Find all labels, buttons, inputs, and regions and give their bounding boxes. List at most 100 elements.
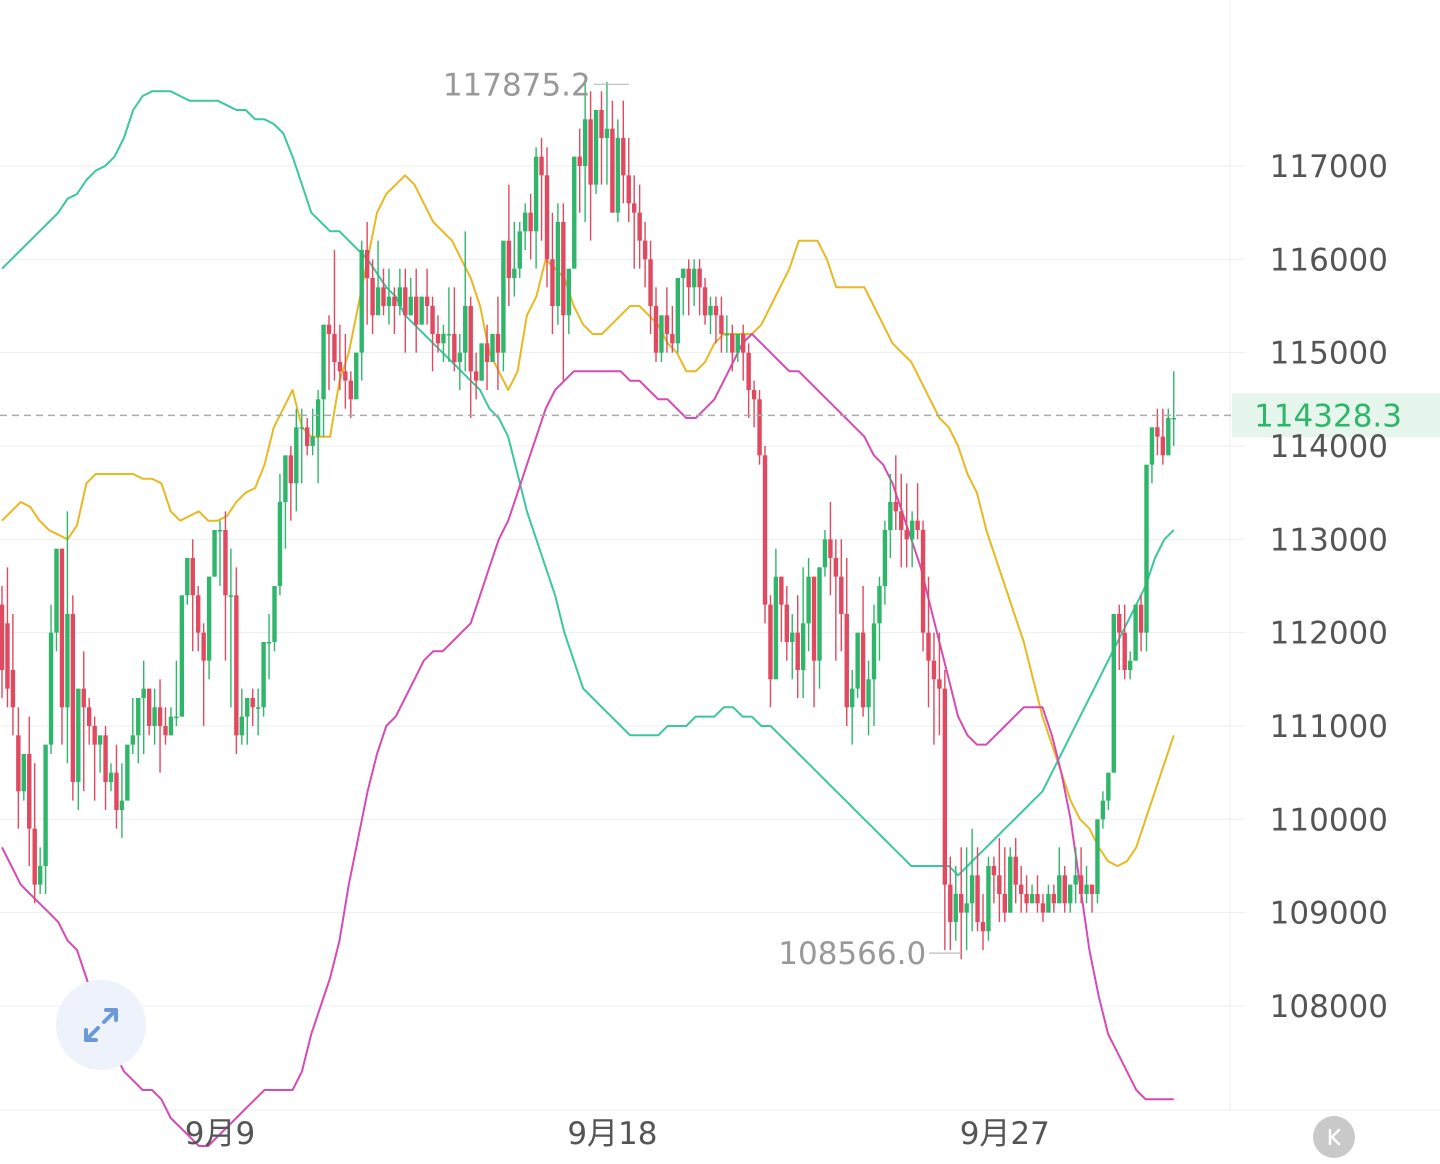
- candle-down: [146, 688, 152, 736]
- candle-down: [653, 287, 659, 362]
- candle-body: [855, 632, 860, 689]
- candle-body: [621, 138, 626, 176]
- candle-down: [0, 585, 5, 698]
- candle-down: [87, 697, 92, 745]
- candle-up: [888, 473, 893, 558]
- candle-body: [980, 921, 986, 932]
- candle-body: [751, 389, 757, 400]
- candle-up: [299, 408, 304, 484]
- candle-body: [441, 333, 446, 344]
- candle-up: [408, 277, 413, 316]
- candle-body: [375, 287, 381, 316]
- candle-body: [1073, 875, 1078, 885]
- candle-down: [1138, 595, 1144, 652]
- candle-body: [730, 333, 735, 353]
- candle-down: [392, 287, 397, 334]
- candle-up: [604, 82, 610, 185]
- candle-body: [234, 595, 239, 736]
- candle-down: [686, 259, 691, 316]
- candle-up: [882, 520, 888, 605]
- candle-down: [839, 539, 844, 652]
- collapse-button[interactable]: [1313, 1116, 1355, 1158]
- candle-body: [926, 632, 931, 661]
- candle-body: [899, 511, 904, 530]
- y-tick-label: 113000: [1270, 522, 1388, 558]
- candle-body: [283, 455, 288, 502]
- candle-body: [97, 735, 103, 745]
- candle-body: [800, 623, 806, 670]
- candle-body: [735, 333, 740, 353]
- candle-body: [190, 557, 195, 596]
- candle-down: [1122, 604, 1127, 680]
- candle-down: [757, 389, 762, 465]
- candle-body: [125, 744, 130, 801]
- candle-body: [424, 296, 430, 306]
- y-tick-label: 116000: [1270, 242, 1388, 278]
- candle-body: [152, 707, 157, 726]
- candle-body: [948, 884, 953, 922]
- candle-up: [217, 520, 223, 586]
- candle-body: [1127, 660, 1133, 670]
- candle-body: [533, 156, 539, 232]
- candle-body: [741, 333, 746, 353]
- candle-body: [882, 529, 888, 586]
- candle-body: [653, 305, 659, 353]
- candle-body: [991, 865, 997, 876]
- candle-body: [746, 352, 751, 390]
- candle-down: [991, 856, 997, 904]
- candle-body: [942, 688, 948, 885]
- candle-body: [828, 539, 833, 558]
- candle-body: [604, 128, 610, 139]
- candle-up: [1171, 371, 1176, 446]
- candle-up: [479, 343, 484, 381]
- candle-up: [255, 688, 261, 736]
- x-tick-label: 9月18: [567, 1116, 657, 1152]
- candle-body: [582, 119, 588, 166]
- expand-button[interactable]: [56, 980, 146, 1070]
- candle-body: [463, 305, 468, 353]
- candle-down: [997, 837, 1002, 922]
- candle-body: [479, 343, 484, 381]
- candle-body: [593, 110, 599, 185]
- candle-down: [948, 856, 953, 950]
- candle-body: [1008, 856, 1013, 913]
- candle-body: [1144, 464, 1149, 633]
- candle-body: [81, 688, 86, 708]
- lower-band-line: [1, 333, 1174, 1147]
- candle-body: [1035, 893, 1040, 904]
- candle-body: [76, 688, 81, 782]
- candle-body: [1133, 604, 1138, 661]
- candle-body: [768, 604, 773, 680]
- candle-down: [931, 632, 937, 745]
- candle-down: [201, 623, 206, 726]
- candle-down: [621, 100, 626, 204]
- candle-body: [909, 520, 915, 540]
- candle-body: [1117, 613, 1122, 633]
- bollinger-bands: [1, 90, 1175, 1147]
- candle-up: [953, 865, 958, 941]
- candle-up: [283, 455, 288, 549]
- candle-body: [87, 707, 92, 726]
- candle-up: [315, 389, 321, 484]
- candle-up: [490, 333, 495, 362]
- candle-down: [1040, 893, 1046, 922]
- candle-up: [228, 548, 234, 708]
- candle-down: [599, 91, 604, 185]
- candle-down: [114, 744, 119, 829]
- candle-body: [321, 324, 326, 400]
- candle-body: [146, 688, 152, 726]
- candle-body: [642, 240, 648, 260]
- candle-body: [931, 660, 937, 680]
- candle-body: [860, 632, 866, 708]
- candle-down: [495, 296, 501, 390]
- candle-down: [452, 287, 457, 372]
- candle-body: [348, 380, 353, 400]
- candle-body: [1089, 884, 1095, 894]
- candle-up: [397, 268, 403, 316]
- candle-down: [768, 595, 773, 708]
- candle-down: [1062, 865, 1067, 913]
- candle-up: [964, 847, 969, 950]
- grid-lines: [0, 0, 1440, 1111]
